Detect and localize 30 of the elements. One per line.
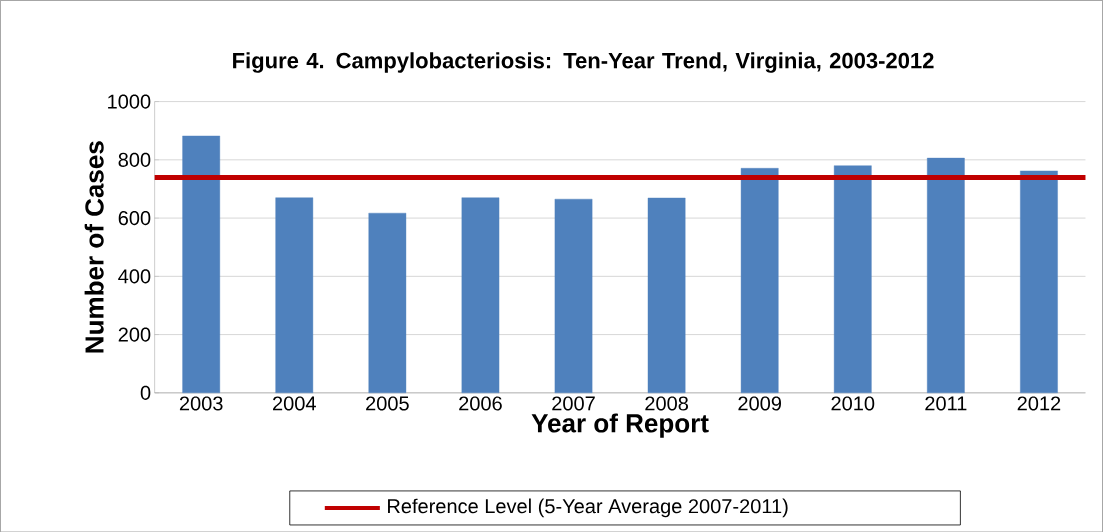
bar: [275, 197, 314, 393]
x-tick-label: 2006: [459, 396, 502, 411]
bar: [554, 198, 593, 393]
x-tick-label: 2010: [831, 396, 875, 411]
x-tick-label: 2003: [179, 396, 223, 411]
x-tick-label: 2004: [273, 396, 316, 411]
chart-title: Figure 4. Campylobacteriosis: Ten-Year Trend, Virginia, 2003-2012: [233, 51, 934, 73]
x-tick-label: 2012: [1017, 396, 1061, 411]
y-tick-label: 600: [118, 210, 151, 225]
y-tick-label: 1000: [108, 94, 151, 109]
bar: [927, 157, 965, 393]
x-tick-label: 2008: [645, 396, 688, 411]
bar: [461, 197, 500, 393]
bar: [647, 197, 686, 393]
bar: [182, 135, 221, 393]
y-tick-label: 0: [140, 385, 151, 400]
bar: [1020, 170, 1058, 393]
x-tick-label: 2005: [366, 396, 409, 411]
legend-label: Reference Level (5-Year Average 2007-2011): [388, 498, 788, 518]
x-tick-label: 2011: [925, 396, 967, 411]
bar: [368, 212, 407, 393]
x-axis-title: Year of Report: [531, 413, 709, 438]
y-tick-label: 800: [118, 152, 151, 167]
y-axis-title: Number of Cases: [84, 141, 104, 353]
y-tick-label: 200: [118, 327, 151, 342]
y-tick-label: 400: [118, 269, 151, 284]
bar: [833, 165, 872, 393]
x-tick-label: 2007: [552, 396, 595, 411]
x-tick-label: 2009: [738, 396, 781, 411]
bar: [740, 167, 779, 393]
